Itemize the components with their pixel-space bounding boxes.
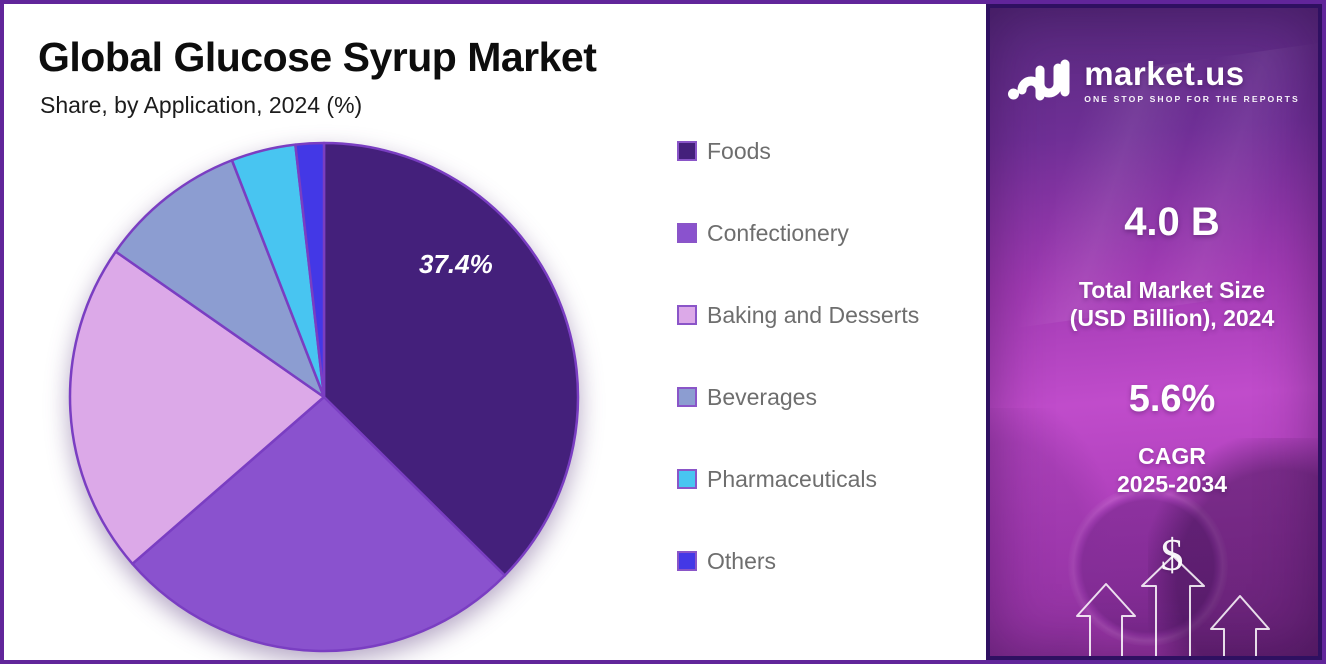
dollar-sign: $ bbox=[1160, 529, 1184, 580]
logo-brand: market.us bbox=[1084, 54, 1245, 92]
market-us-logo-icon bbox=[1008, 59, 1070, 101]
legend-swatch bbox=[677, 223, 697, 243]
legend-item-others: Others bbox=[677, 548, 919, 574]
legend-label: Foods bbox=[707, 137, 771, 164]
legend-item-foods: Foods bbox=[677, 138, 919, 164]
legend-label: Pharmaceuticals bbox=[707, 465, 878, 492]
growth-arrows-graphic bbox=[1076, 555, 1270, 656]
legend-swatch bbox=[677, 469, 697, 489]
pie-slice-beverages bbox=[114, 159, 326, 399]
cagr-value: 5.6% bbox=[1128, 378, 1216, 420]
pie-chart: 37.4% bbox=[64, 137, 584, 657]
legend-item-pharmaceuticals: Pharmaceuticals bbox=[677, 466, 919, 492]
legend-label: Others bbox=[707, 547, 777, 574]
legend: Foods Confectionery Baking and Desserts Bev… bbox=[677, 138, 919, 574]
market-size-value: 4.0 B bbox=[1124, 200, 1220, 244]
legend-item-confectionery: Confectionery bbox=[677, 220, 919, 246]
legend-swatch bbox=[677, 141, 697, 161]
side-panel: market.us ONE STOP SHOP FOR THE REPORTS … bbox=[986, 4, 1322, 660]
legend-swatch bbox=[677, 305, 697, 325]
arrow-up-icon bbox=[1141, 555, 1205, 656]
pie-slice-foods bbox=[322, 141, 580, 577]
legend-label: Baking and Desserts bbox=[707, 301, 920, 328]
chart-area: Global Glucose Syrup Market Share, by Ap… bbox=[4, 4, 990, 660]
market-size-label: Total Market Size (USD Billion), 2024 bbox=[1069, 277, 1275, 332]
arrow-up-icon bbox=[1076, 583, 1136, 656]
legend-swatch bbox=[677, 551, 697, 571]
pie-slice-others bbox=[294, 141, 326, 399]
market-us-logo: market.us ONE STOP SHOP FOR THE REPORTS bbox=[990, 54, 1318, 106]
chart-subtitle: Share, by Application, 2024 (%) bbox=[40, 92, 363, 118]
logo-tagline: ONE STOP SHOP FOR THE REPORTS bbox=[1084, 93, 1300, 104]
legend-swatch bbox=[677, 387, 697, 407]
legend-label: Beverages bbox=[707, 383, 817, 410]
legend-item-beverages: Beverages bbox=[677, 384, 919, 410]
page-title: Global Glucose Syrup Market bbox=[38, 34, 597, 80]
pie-slice-confectionery bbox=[131, 395, 506, 653]
pie-data-label: 37.4% bbox=[419, 249, 493, 279]
arrow-up-icon bbox=[1210, 595, 1270, 656]
legend-item-baking-and-desserts: Baking and Desserts bbox=[677, 302, 919, 328]
pie-slice-baking-and-desserts bbox=[68, 250, 326, 566]
cagr-label: CAGR 2025-2034 bbox=[1117, 443, 1227, 498]
legend-label: Confectionery bbox=[707, 219, 849, 246]
